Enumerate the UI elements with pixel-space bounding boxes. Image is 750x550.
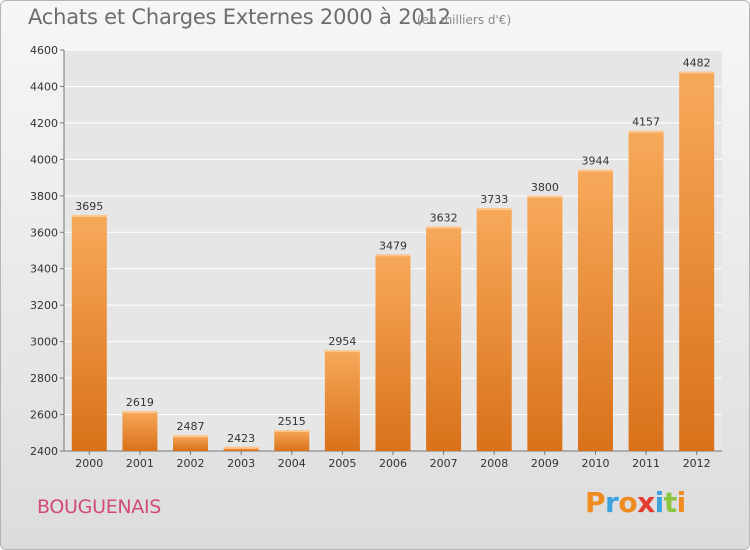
chart-title: Achats et Charges Externes 2000 à 2012: [28, 5, 451, 29]
bar: [173, 435, 209, 451]
logo-letter: i: [654, 486, 665, 519]
proxiti-logo[interactable]: Proxiti: [585, 486, 686, 519]
data-label: 2423: [227, 432, 255, 445]
x-tick-label: 2005: [328, 457, 356, 470]
bar: [476, 208, 512, 451]
data-label: 3944: [581, 155, 609, 168]
logo-letter: o: [618, 486, 638, 519]
bar: [223, 446, 259, 451]
y-tick-label: 2400: [30, 445, 58, 458]
data-label: 3632: [430, 211, 458, 224]
y-tick-label: 2600: [30, 409, 58, 422]
y-tick-label: 2800: [30, 372, 58, 385]
y-tick-label: 4400: [30, 80, 58, 93]
data-label: 3695: [75, 200, 103, 213]
city-name: BOUGUENAIS: [37, 496, 162, 518]
y-tick-label: 3600: [30, 226, 58, 239]
bar: [122, 411, 158, 451]
x-tick-label: 2007: [430, 457, 458, 470]
y-tick-label: 4000: [30, 153, 58, 166]
bar-highlight: [527, 195, 563, 198]
bar-highlight: [577, 169, 613, 172]
data-label: 2515: [278, 415, 306, 428]
data-label: 2619: [126, 396, 154, 409]
bar: [628, 130, 664, 451]
y-tick-label: 3400: [30, 263, 58, 276]
data-label: 4157: [632, 116, 660, 129]
bar-highlight: [122, 411, 158, 414]
data-label: 2487: [177, 420, 205, 433]
x-tick-label: 2004: [278, 457, 306, 470]
x-tick-label: 2012: [683, 457, 711, 470]
bar-highlight: [426, 226, 462, 229]
logo-letter: x: [637, 486, 655, 519]
logo-letter: t: [663, 486, 677, 519]
bar-highlight: [173, 435, 209, 438]
y-tick-label: 4600: [30, 44, 58, 57]
logo-letter: P: [585, 486, 606, 519]
bar: [71, 214, 107, 451]
bar: [527, 195, 563, 451]
bar: [679, 71, 715, 451]
data-label: 3733: [480, 193, 508, 206]
bar-highlight: [476, 208, 512, 211]
bar-highlight: [628, 130, 664, 133]
bar: [375, 254, 411, 451]
x-tick-label: 2008: [480, 457, 508, 470]
bar-highlight: [375, 254, 411, 257]
bar: [274, 430, 310, 451]
bar-highlight: [71, 214, 107, 217]
x-tick-label: 2011: [632, 457, 660, 470]
bar-highlight: [223, 446, 259, 449]
x-tick-label: 2000: [75, 457, 103, 470]
y-tick-label: 3200: [30, 299, 58, 312]
data-label: 2954: [328, 335, 356, 348]
x-tick-label: 2003: [227, 457, 255, 470]
y-tick-label: 3800: [30, 190, 58, 203]
bar: [324, 350, 360, 451]
x-tick-label: 2006: [379, 457, 407, 470]
data-label: 3800: [531, 181, 559, 194]
x-tick-label: 2001: [126, 457, 154, 470]
bar: [426, 226, 462, 451]
bar-highlight: [274, 430, 310, 433]
chart-unit: (en milliers d'€): [417, 13, 512, 27]
x-tick-label: 2010: [581, 457, 609, 470]
y-tick-label: 3000: [30, 336, 58, 349]
bar-highlight: [324, 350, 360, 353]
x-tick-label: 2002: [177, 457, 205, 470]
data-label: 3479: [379, 239, 407, 252]
data-label: 4482: [683, 57, 711, 70]
bar: [577, 169, 613, 451]
y-tick-label: 4200: [30, 117, 58, 130]
x-tick-label: 2009: [531, 457, 559, 470]
logo-letter: i: [676, 486, 687, 519]
bar-highlight: [679, 71, 715, 74]
logo-letter: r: [605, 486, 619, 519]
